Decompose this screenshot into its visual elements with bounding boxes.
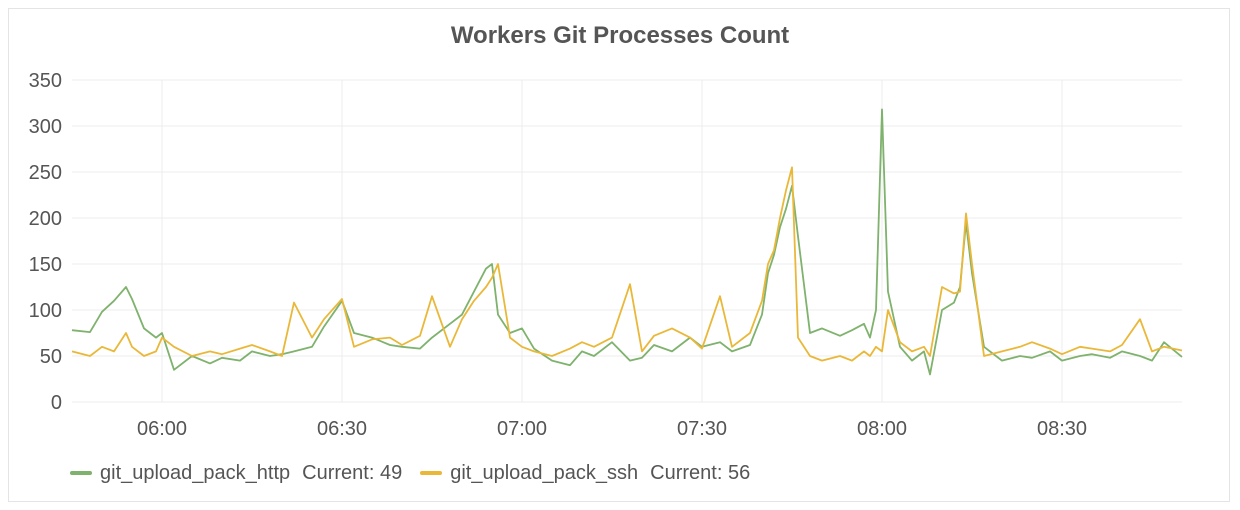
- x-tick-label: 07:30: [677, 418, 727, 440]
- legend-current-value: 56: [727, 461, 751, 484]
- x-tick-label: 07:00: [497, 418, 547, 440]
- x-tick-label: 08:00: [857, 418, 907, 440]
- graph-panel: [8, 8, 1230, 502]
- legend-swatch-http: [70, 471, 92, 475]
- x-tick-label: 08:30: [1037, 418, 1087, 440]
- y-tick-label: 150: [29, 254, 62, 276]
- chart-grid: [72, 79, 1182, 403]
- x-tick-label: 06:00: [137, 418, 187, 440]
- y-tick-label: 200: [29, 208, 62, 230]
- y-tick-label: 50: [40, 346, 62, 368]
- x-tick-label: 06:30: [317, 418, 367, 440]
- x-axis: 06:00 06:30 07:00 07:30 08:00 08:30: [137, 418, 1087, 440]
- y-axis: 0 50 100 150 200 250 300 350: [29, 70, 62, 414]
- y-tick-label: 300: [29, 116, 62, 138]
- legend-series-name: git_upload_pack_http: [100, 461, 291, 484]
- y-tick-label: 350: [29, 70, 62, 92]
- legend-item-ssh[interactable]: git_upload_pack_ssh Current: 56: [420, 462, 750, 485]
- legend: git_upload_pack_http Current: 49 git_upl…: [70, 458, 768, 488]
- series-lines: [71, 108, 1183, 376]
- series-line-git-upload-pack-ssh[interactable]: [71, 166, 1183, 362]
- legend-item-http[interactable]: git_upload_pack_http Current: 49: [70, 462, 402, 485]
- series-line-git-upload-pack-http[interactable]: [71, 108, 1183, 376]
- panel-title: Workers Git Processes Count: [450, 22, 790, 49]
- legend-current-label: Current:: [650, 461, 723, 484]
- legend-current-value: 49: [379, 461, 403, 484]
- legend-swatch-ssh: [420, 471, 443, 475]
- y-tick-label: 100: [29, 300, 62, 322]
- y-tick-label: 250: [29, 162, 62, 184]
- y-tick-label: 0: [51, 392, 62, 414]
- legend-current-label: Current:: [302, 461, 375, 484]
- legend-series-name: git_upload_pack_ssh: [450, 461, 639, 484]
